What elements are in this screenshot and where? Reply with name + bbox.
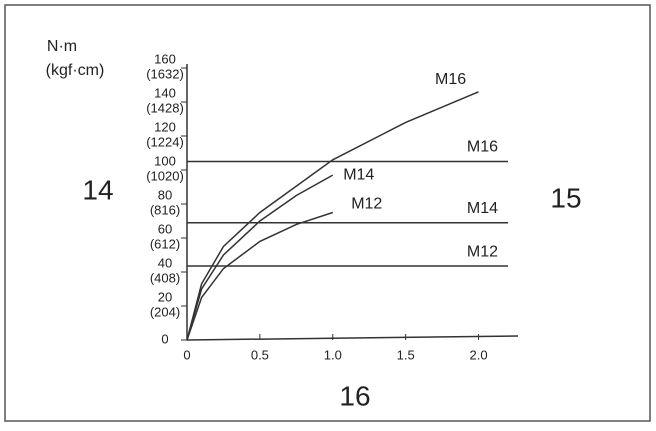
callout-number: 15 <box>550 182 581 213</box>
y-tick-label: 0 <box>161 331 168 346</box>
y-tick-label: 40 <box>158 255 172 270</box>
y2-tick-label: (1632) <box>146 66 184 81</box>
y-tick-label: 100 <box>154 153 176 168</box>
y-axis-label: N·m <box>47 38 77 55</box>
y2-tick-label: (408) <box>150 270 180 285</box>
y2-tick-label: (816) <box>150 202 180 217</box>
y-tick-label: 140 <box>154 85 176 100</box>
y-tick-label: 120 <box>154 119 176 134</box>
curve <box>186 174 334 341</box>
y2-axis-label: (kgf·cm) <box>46 62 105 79</box>
curve <box>186 211 334 341</box>
y-tick-label: 80 <box>158 187 172 202</box>
y2-tick-label: (204) <box>150 304 180 319</box>
x-tick-label: 1.5 <box>397 347 415 362</box>
y-tick-label: 160 <box>154 51 176 66</box>
curve <box>186 91 479 341</box>
y2-tick-label: (1020) <box>146 168 184 183</box>
y-tick-label: 60 <box>158 221 172 236</box>
x-tick-label: 2.0 <box>470 347 488 362</box>
reference-label: M14 <box>467 200 498 217</box>
x-tick-label: 0 <box>183 347 190 362</box>
frame <box>4 4 651 422</box>
series-label: M16 <box>435 71 466 88</box>
reference-label: M12 <box>467 243 498 260</box>
x-tick-label: 1.0 <box>324 347 342 362</box>
x-tick-label: 0.5 <box>251 347 269 362</box>
y-tick-label: 20 <box>158 289 172 304</box>
callout-number: 14 <box>82 174 113 205</box>
y2-tick-label: (1428) <box>146 100 184 115</box>
y2-tick-label: (1224) <box>146 134 184 149</box>
x-axis <box>186 335 519 341</box>
callout-number: 16 <box>339 380 370 411</box>
series-label: M12 <box>351 196 382 213</box>
series-label: M14 <box>343 166 374 183</box>
reference-label: M16 <box>467 139 498 156</box>
y2-tick-label: (612) <box>150 236 180 251</box>
